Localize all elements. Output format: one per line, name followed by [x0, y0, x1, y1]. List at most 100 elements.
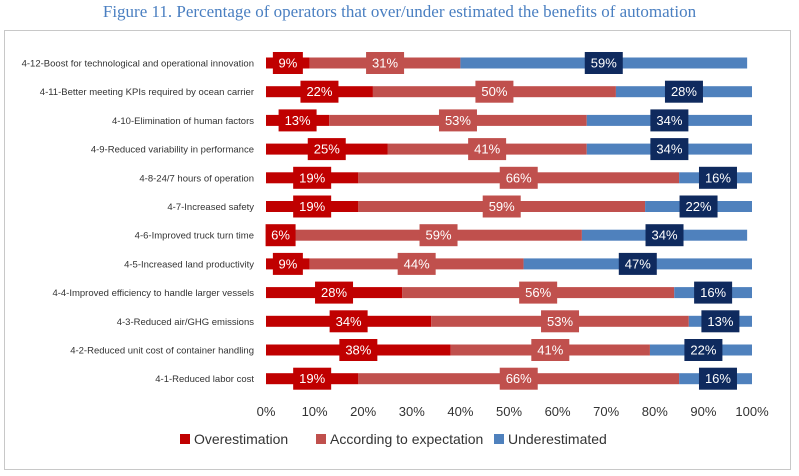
data-label-box [664, 80, 703, 103]
data-label: 6% [271, 228, 290, 243]
data-label: 41% [537, 343, 563, 358]
data-label: 38% [345, 343, 371, 358]
legend-swatch [316, 434, 326, 444]
category-label: 4-7-Increased safety [167, 202, 254, 213]
data-label: 22% [686, 199, 712, 214]
data-label-box [499, 367, 538, 390]
data-label: 44% [404, 256, 430, 271]
x-tick-label: 30% [399, 404, 425, 419]
data-label-box [650, 138, 689, 161]
data-label-box [519, 281, 558, 304]
x-tick-label: 40% [447, 404, 473, 419]
legend-label: Overestimation [194, 431, 288, 447]
data-label-box [278, 109, 317, 132]
data-label-box [265, 224, 296, 247]
x-tick-label: 80% [642, 404, 668, 419]
data-label-box [531, 339, 570, 361]
data-label-box [468, 138, 507, 161]
x-tick-label: 50% [496, 404, 522, 419]
data-label-box [482, 195, 521, 218]
data-label-box [650, 109, 689, 132]
category-label: 4-5-Increased land productivity [124, 259, 254, 270]
category-label: 4-4-Improved efficiency to handle larger… [52, 288, 254, 299]
data-label-box [499, 166, 538, 189]
category-label: 4-1-Reduced labor cost [155, 374, 254, 385]
legend-swatch [494, 434, 504, 444]
category-label: 4-6-Improved truck turn time [135, 231, 254, 242]
data-label: 28% [671, 84, 697, 99]
data-label-box [694, 281, 733, 304]
data-label: 41% [474, 142, 500, 157]
x-tick-label: 20% [350, 404, 376, 419]
data-label: 66% [506, 371, 532, 386]
data-label-box [300, 80, 339, 103]
legend-swatch [180, 434, 190, 444]
data-label: 34% [656, 142, 682, 157]
data-label: 47% [625, 256, 651, 271]
data-label: 19% [299, 199, 325, 214]
category-label: 4-8-24/7 hours of operation [139, 173, 254, 184]
x-tick-label: 10% [302, 404, 328, 419]
data-label: 34% [656, 113, 682, 128]
data-label-box [307, 138, 346, 161]
data-label-box [272, 52, 303, 74]
x-tick-label: 90% [690, 404, 716, 419]
data-label: 59% [591, 56, 617, 71]
data-label-box [397, 252, 436, 275]
data-label: 34% [652, 228, 678, 243]
category-label: 4-3-Reduced air/GHG emissions [117, 317, 255, 328]
category-label: 4-10-Elimination of human factors [112, 116, 254, 127]
data-label-box [584, 52, 623, 74]
data-label-box [438, 109, 477, 132]
data-label-box [293, 195, 332, 218]
data-label: 13% [285, 113, 311, 128]
data-label: 19% [299, 170, 325, 185]
data-label-box [645, 224, 684, 247]
data-label: 16% [705, 371, 731, 386]
data-label: 22% [306, 84, 332, 99]
data-label: 19% [299, 371, 325, 386]
category-label: 4-9-Reduced variability in performance [91, 145, 254, 156]
data-label: 53% [547, 314, 573, 329]
x-tick-label: 100% [735, 404, 769, 419]
data-label-box [679, 195, 718, 218]
data-label: 56% [525, 285, 551, 300]
data-label-box [329, 310, 368, 333]
category-label: 4-12-Boost for technological and operati… [22, 59, 254, 70]
x-tick-label: 60% [545, 404, 571, 419]
data-label-box [272, 252, 303, 275]
data-label: 59% [426, 228, 452, 243]
data-label: 16% [705, 170, 731, 185]
x-tick-label: 0% [257, 404, 276, 419]
data-label: 66% [506, 170, 532, 185]
legend-label: Underestimated [508, 431, 607, 447]
figure-title: Figure 11. Percentage of operators that … [102, 2, 697, 21]
data-label-box [366, 52, 405, 74]
data-label-box [339, 339, 378, 361]
chart-frame [4, 30, 791, 470]
data-label-box [293, 367, 332, 390]
data-label: 59% [489, 199, 515, 214]
data-label: 16% [700, 285, 726, 300]
data-label: 31% [372, 56, 398, 71]
data-label: 13% [707, 314, 733, 329]
data-label: 53% [445, 113, 471, 128]
data-label-box [698, 166, 737, 189]
data-label-box [293, 166, 332, 189]
legend-label: According to expectation [330, 431, 483, 447]
data-label: 9% [278, 256, 297, 271]
data-label-box [541, 310, 580, 333]
data-label-box [618, 252, 657, 275]
x-tick-label: 70% [593, 404, 619, 419]
data-label: 50% [481, 84, 507, 99]
data-label: 9% [278, 56, 297, 71]
data-label-box [684, 339, 723, 361]
data-label-box [475, 80, 514, 103]
category-label: 4-2-Reduced unit cost of container handl… [70, 346, 254, 357]
data-label-box [701, 310, 740, 333]
data-label: 28% [321, 285, 347, 300]
data-label-box [419, 224, 458, 247]
data-label-box [315, 281, 354, 304]
category-label: 4-11-Better meeting KPIs required by oce… [40, 87, 254, 98]
